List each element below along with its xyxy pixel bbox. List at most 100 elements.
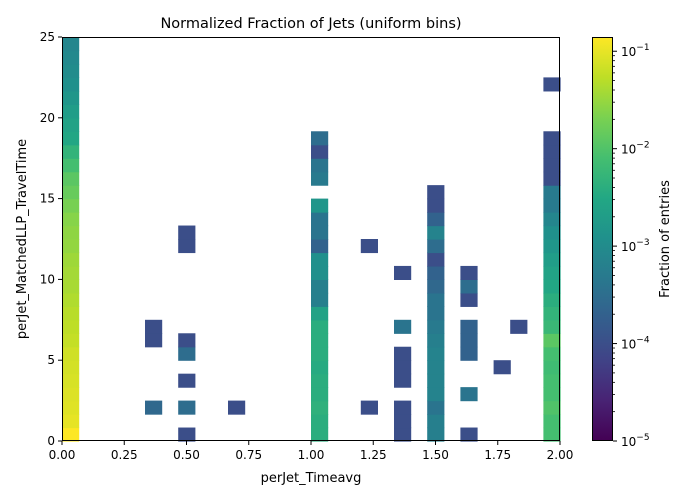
- heatmap-cell: [427, 414, 445, 429]
- heatmap-cell: [311, 252, 329, 267]
- heatmap-cell: [62, 185, 80, 200]
- heatmap-cell: [62, 225, 80, 240]
- heatmap-cell: [145, 319, 163, 334]
- x-axis: 0.00 0.25 0.50 0.75 1.00 1.25 1.50 1.75 2.00: [49, 441, 574, 462]
- heatmap-cell: [311, 427, 329, 442]
- heatmap-cell: [394, 427, 412, 442]
- heatmap-cell: [62, 144, 80, 159]
- heatmap-cell: [543, 265, 561, 280]
- x-tick-label: 0.50: [173, 448, 200, 462]
- heatmap-cell: [460, 346, 478, 361]
- heatmap-cell: [311, 144, 329, 159]
- heatmap-cell: [62, 37, 80, 52]
- x-tick-label: 1.00: [298, 448, 325, 462]
- heatmap-cell: [62, 360, 80, 375]
- heatmap-cell: [427, 279, 445, 294]
- heatmap-cell: [311, 198, 329, 213]
- heatmap-cell: [311, 373, 329, 388]
- heatmap-cell: [543, 225, 561, 240]
- heatmap-cell: [543, 292, 561, 307]
- heatmap-cell: [360, 239, 378, 254]
- heatmap-cell: [311, 360, 329, 375]
- heatmap-cell: [62, 292, 80, 307]
- heatmap-cell: [62, 239, 80, 254]
- heatmap-cell: [543, 306, 561, 321]
- heatmap-cell: [543, 198, 561, 213]
- heatmap-cell: [394, 360, 412, 375]
- y-tick-label: 25: [40, 30, 55, 44]
- heatmap-cell: [543, 333, 561, 348]
- heatmap-cell: [311, 306, 329, 321]
- heatmap-cell: [460, 427, 478, 442]
- heatmap-cell: [427, 265, 445, 280]
- heatmap-cell: [62, 373, 80, 388]
- heatmap-cell: [460, 292, 478, 307]
- x-tick-label: 0.25: [111, 448, 138, 462]
- plot-frame: [62, 37, 560, 441]
- heatmap-cell: [62, 50, 80, 65]
- heatmap-cell: [427, 252, 445, 267]
- heatmap-cell: [311, 171, 329, 186]
- heatmap-cell: [427, 225, 445, 240]
- heatmap-cell: [427, 427, 445, 442]
- x-tick-label: 1.75: [484, 448, 511, 462]
- heatmap-cell: [311, 239, 329, 254]
- heatmap-cell: [543, 212, 561, 227]
- colorbar-strip: [592, 37, 613, 441]
- heatmap-cell: [62, 171, 80, 186]
- heatmap-cell: [62, 387, 80, 402]
- heatmap-cell: [460, 387, 478, 402]
- colorbar-axis: 10−5 10−4 10−3 10−2 10−1: [613, 43, 650, 449]
- heatmap-cell: [145, 400, 163, 415]
- heatmap-cell: [543, 171, 561, 186]
- heatmap-cell: [311, 292, 329, 307]
- heatmap-cell: [427, 360, 445, 375]
- heatmap-cell: [543, 239, 561, 254]
- y-axis: 0 5 10 15 20 25: [40, 30, 62, 448]
- heatmap-cell: [543, 279, 561, 294]
- heatmap-cell: [427, 387, 445, 402]
- heatmap-cell: [394, 400, 412, 415]
- heatmap-cell: [510, 319, 528, 334]
- heatmap-cell: [543, 185, 561, 200]
- heatmap-cell: [427, 306, 445, 321]
- heatmap-cell: [543, 427, 561, 442]
- heatmap-cell: [311, 387, 329, 402]
- heatmap-cell: [427, 346, 445, 361]
- heatmap-cell: [427, 373, 445, 388]
- heatmap-cell: [311, 279, 329, 294]
- heatmap-cell: [178, 346, 196, 361]
- x-tick-label: 2.00: [547, 448, 574, 462]
- heatmap-cell: [62, 158, 80, 173]
- colorbar-tick-label: 10−2: [621, 141, 650, 157]
- heatmap-cell: [543, 400, 561, 415]
- heatmap-cell: [460, 319, 478, 334]
- heatmap-cell: [62, 117, 80, 132]
- heatmap-cell: [311, 158, 329, 173]
- heatmap-cell: [311, 212, 329, 227]
- heatmap-cell: [360, 400, 378, 415]
- x-tick-label: 0.00: [49, 448, 76, 462]
- colorbar-tick-label: 10−1: [621, 43, 650, 59]
- x-tick-label: 0.75: [235, 448, 262, 462]
- heatmap-cell: [62, 104, 80, 119]
- heatmap-cell: [311, 131, 329, 146]
- heatmap-cell: [427, 319, 445, 334]
- heatmap-cell: [460, 265, 478, 280]
- heatmap-cell: [427, 212, 445, 227]
- heatmap-cell: [394, 414, 412, 429]
- heatmap-cell: [178, 427, 196, 442]
- heatmap-cell: [311, 319, 329, 334]
- heatmap-cells: [62, 37, 561, 442]
- heatmap-cell: [178, 400, 196, 415]
- heatmap-cell: [460, 333, 478, 348]
- heatmap-cell: [145, 333, 163, 348]
- heatmap-cell: [493, 360, 511, 375]
- heatmap-cell: [311, 225, 329, 240]
- heatmap-cell: [62, 131, 80, 146]
- heatmap-cell: [62, 265, 80, 280]
- heatmap-cell: [543, 131, 561, 146]
- y-tick-label: 15: [40, 192, 55, 206]
- y-tick-label: 5: [47, 353, 55, 367]
